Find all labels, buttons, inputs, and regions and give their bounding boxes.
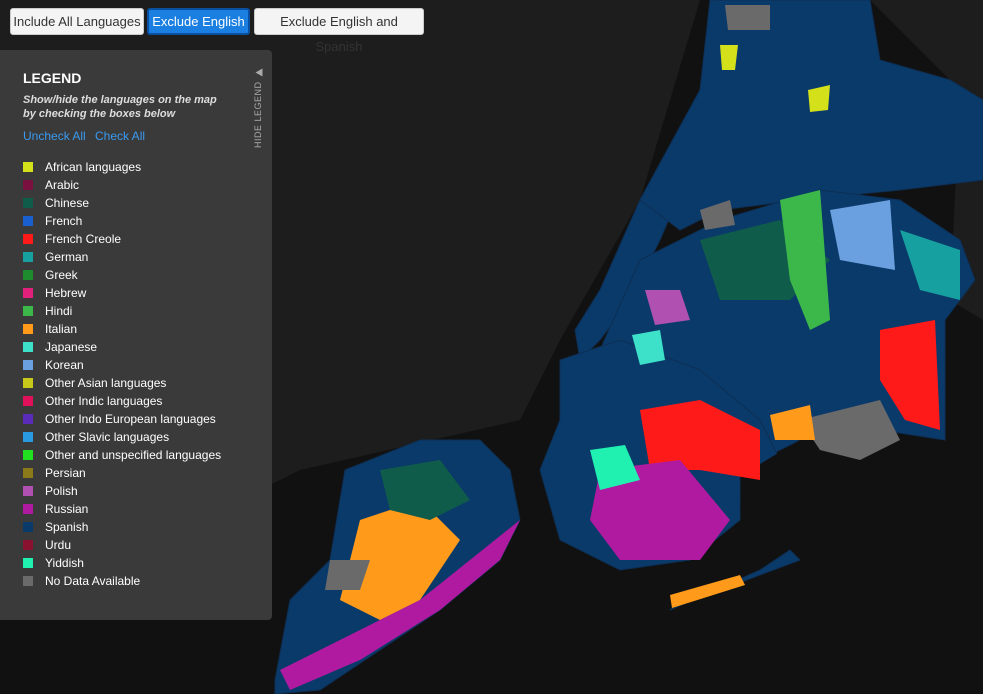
legend-label: Greek	[45, 268, 78, 282]
area	[325, 560, 370, 590]
legend-swatch	[23, 486, 33, 496]
legend-swatch	[23, 558, 33, 568]
legend-label: No Data Available	[45, 574, 141, 588]
legend-label: German	[45, 250, 89, 264]
hide-legend[interactable]: HIDE LEGEND	[253, 81, 263, 148]
area	[380, 460, 470, 520]
collapse-arrow[interactable]	[255, 68, 263, 77]
legend-swatch	[23, 342, 33, 352]
legend-label: Korean	[45, 358, 84, 372]
legend-label: Other Indic languages	[45, 394, 163, 408]
area	[700, 200, 735, 230]
legend-label: Spanish	[45, 520, 89, 534]
area	[590, 445, 640, 490]
legend-swatch	[23, 306, 33, 316]
filter-button[interactable]: Include All Languages	[10, 8, 144, 35]
legend-label: Japanese	[45, 340, 98, 354]
legend-swatch	[23, 450, 33, 460]
legend-label: Hindi	[45, 304, 73, 318]
area	[640, 400, 760, 480]
legend-label: Chinese	[45, 196, 90, 210]
legend-swatch	[23, 396, 33, 406]
legend-swatch	[23, 414, 33, 424]
legend-label: African languages	[45, 160, 142, 174]
legend-swatch	[23, 234, 33, 244]
legend-label: Hebrew	[45, 286, 87, 300]
legend-label: French Creole	[45, 232, 122, 246]
legend-swatch	[23, 432, 33, 442]
legend-panel: LEGEND Show/hide the languages on the ma…	[0, 50, 272, 620]
area	[340, 500, 460, 620]
legend-label: Other Indo European languages	[45, 412, 216, 426]
area	[670, 575, 745, 608]
uncheck-all-link[interactable]: Uncheck All	[23, 129, 86, 143]
area	[720, 45, 738, 70]
area	[770, 405, 815, 440]
area	[645, 290, 690, 325]
legend-title: LEGEND	[23, 70, 82, 86]
check-all-link[interactable]: Check All	[95, 129, 146, 143]
area	[830, 200, 895, 270]
legend-swatch	[23, 252, 33, 262]
legend-swatch	[23, 198, 33, 208]
legend-swatch	[23, 216, 33, 226]
filter-button[interactable]: Exclude English	[147, 8, 250, 35]
area	[900, 230, 960, 300]
legend-label: Other Slavic languages	[45, 430, 170, 444]
legend-label: Italian	[45, 322, 78, 336]
legend-swatch	[23, 162, 33, 172]
language-areas	[280, 5, 960, 690]
legend-label: Persian	[45, 466, 86, 480]
legend-swatch	[23, 576, 33, 586]
legend-swatch	[23, 288, 33, 298]
area	[780, 190, 830, 330]
legend-swatch	[23, 270, 33, 280]
area	[590, 460, 730, 560]
legend-label: Other Asian languages	[45, 376, 167, 390]
legend-label: Arabic	[45, 178, 80, 192]
legend-label: Russian	[45, 502, 89, 516]
legend-swatch	[23, 504, 33, 514]
legend-swatch	[23, 324, 33, 334]
legend-subtitle: Show/hide the languages on the map	[23, 94, 217, 106]
legend-label: Yiddish	[45, 556, 84, 570]
legend-swatch	[23, 522, 33, 532]
area	[880, 320, 940, 430]
legend-swatch	[23, 540, 33, 550]
legend-label: French	[45, 214, 83, 228]
legend-label: Other and unspecified languages	[45, 448, 222, 462]
legend-label: Polish	[45, 484, 78, 498]
area	[725, 5, 770, 30]
area	[740, 440, 900, 540]
filter-button[interactable]: Exclude English and Spanish	[254, 8, 424, 54]
legend-swatch	[23, 360, 33, 370]
legend-swatch	[23, 378, 33, 388]
legend-subtitle: by checking the boxes below	[23, 108, 176, 120]
area	[800, 400, 900, 460]
area	[280, 520, 520, 690]
legend-swatch	[23, 180, 33, 190]
area	[632, 330, 665, 365]
area	[808, 85, 830, 112]
legend-swatch	[23, 468, 33, 478]
legend-label: Urdu	[45, 538, 72, 552]
